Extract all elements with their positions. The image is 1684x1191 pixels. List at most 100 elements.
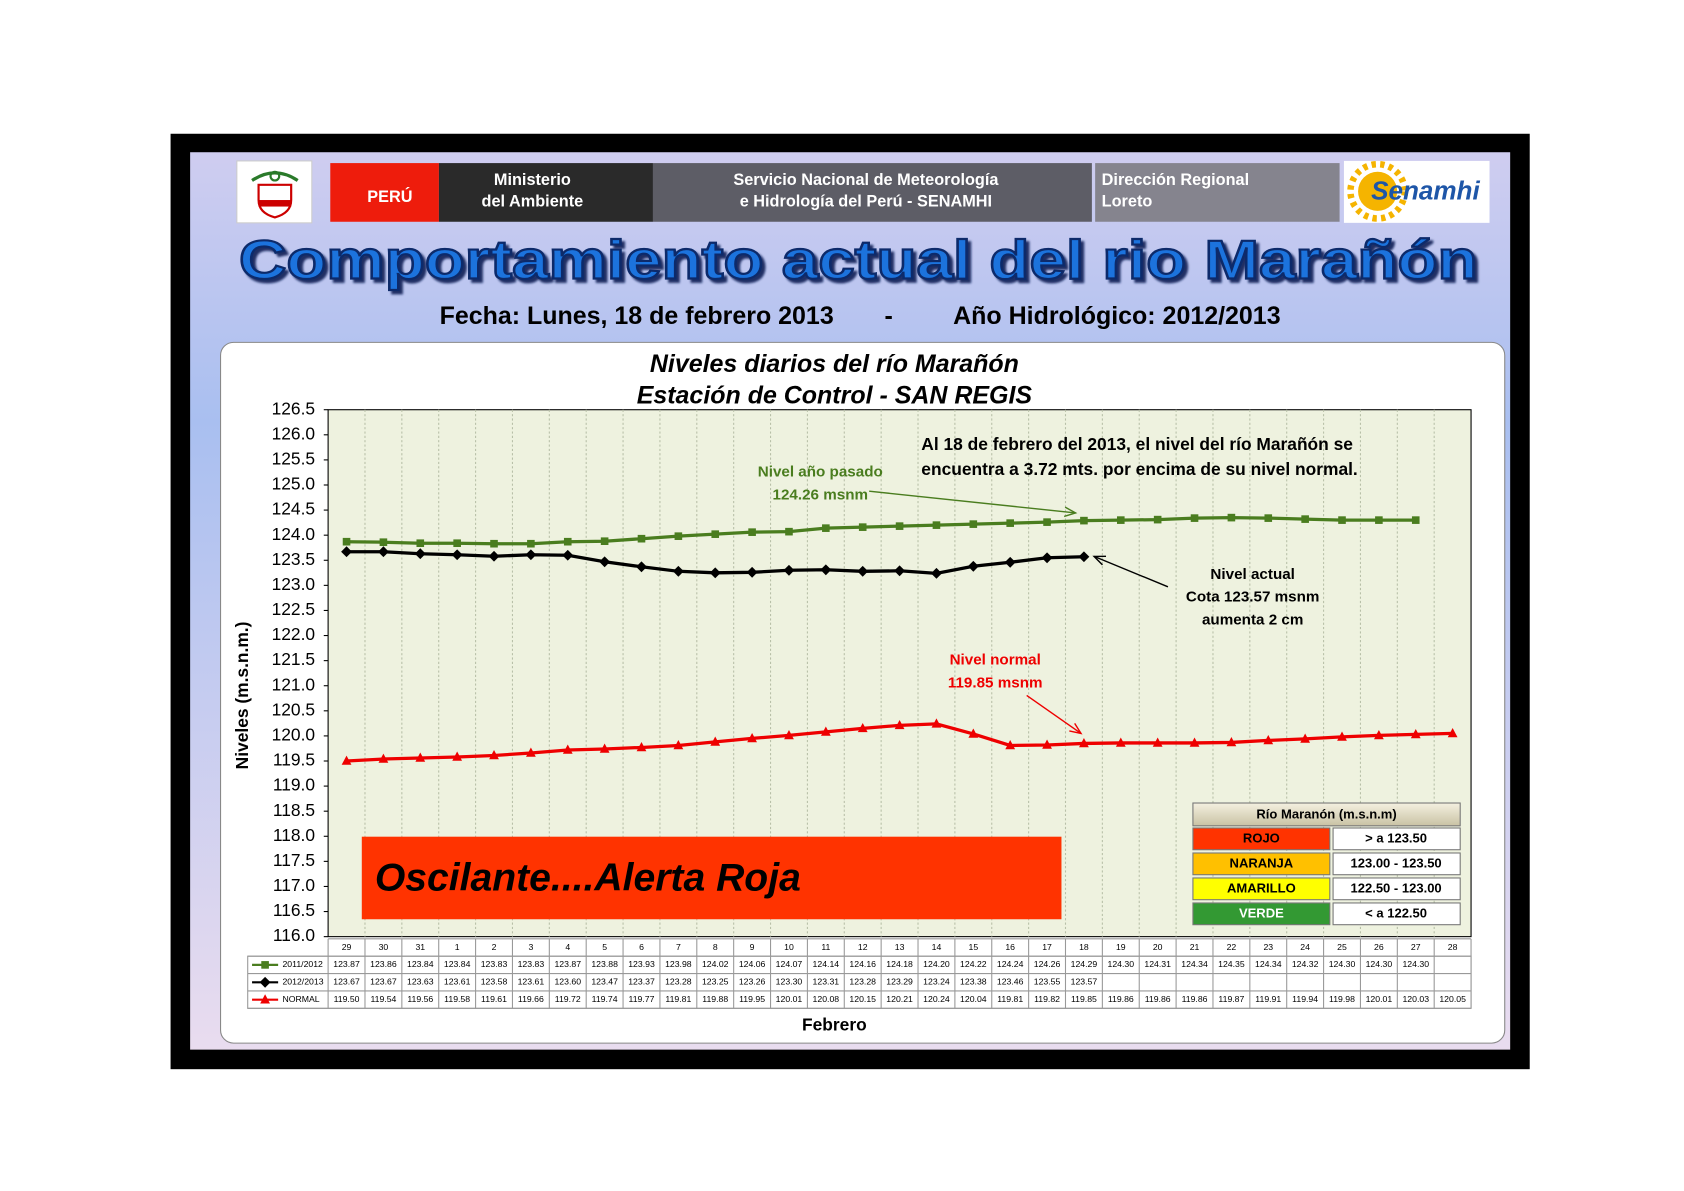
x-tick-label: 28 [1448,942,1458,952]
annotation: Nivel año pasado [758,464,883,481]
point [636,561,647,573]
table-value: 123.28 [849,977,876,987]
separator: - [885,302,893,330]
point [1337,731,1347,741]
y-tick-label: 125.0 [272,474,315,494]
x-tick-label: 24 [1300,942,1310,952]
legend-entry: NORMAL [282,994,319,1004]
table-value: 123.28 [665,977,692,987]
hydro-year: Año Hidrológico: 2012/2013 [953,302,1280,330]
table-value: 124.06 [739,959,766,969]
ministry-bar [438,163,653,222]
y-tick-label: 124.5 [272,499,315,519]
table-value: 124.34 [1255,959,1282,969]
table-value: 123.84 [444,959,471,969]
point [967,560,979,572]
table-value: 119.58 [444,994,470,1004]
table-value: 119.82 [1034,994,1060,1004]
x-tick-label: 4 [565,942,570,952]
point [416,539,425,548]
table-value: 119.72 [555,994,581,1004]
table-value: 123.30 [776,977,803,987]
table-value: 119.66 [518,994,544,1004]
y-tick-label: 119.0 [273,775,315,795]
table-value: 124.30 [1329,959,1356,969]
point [1300,733,1311,743]
table-value: 123.87 [554,959,581,969]
annotation-arrow [1093,555,1169,588]
point [1411,516,1420,524]
table-value: 119.61 [481,994,507,1004]
table-value: 124.20 [923,959,950,969]
x-tick-label: 3 [528,942,533,952]
y-tick-label: 125.5 [272,448,315,468]
point [1264,514,1273,522]
point [379,538,388,547]
table-value: 124.26 [1034,959,1061,969]
point [674,532,683,540]
point [415,752,426,762]
annotation: Al 18 de febrero del 2013, el nivel del … [921,434,1353,454]
point [453,539,461,548]
table-legend-marker [260,994,270,1004]
y-tick-label: 122.0 [272,624,315,644]
legend-entry: 2012/2013 [282,977,323,987]
table-value: 120.01 [776,994,803,1004]
table-value: 123.83 [481,959,508,969]
banner-box [361,836,1062,920]
point [820,726,831,736]
x-tick-label: 16 [1005,942,1015,952]
x-tick-label: 13 [895,942,905,952]
logo-text: Senamhi [1371,175,1480,205]
point [931,567,942,579]
table-value: 120.24 [923,994,950,1004]
point [1043,518,1051,526]
point [1004,556,1016,568]
point [600,537,609,546]
x-tick-label: 23 [1263,942,1273,952]
point [748,528,756,536]
table-value: 119.86 [1145,994,1171,1004]
x-tick-label: 1 [455,942,460,952]
chart-title: Niveles diarios del río Marañón [650,350,1019,378]
x-tick-label: 30 [379,942,389,952]
x-tick-label: 29 [342,942,352,952]
legend-range: 122.50 - 123.00 [1350,880,1441,895]
arrow-head [1063,506,1078,518]
legend-level: AMARILLO [1227,880,1296,895]
annotation-arrow [1026,694,1082,735]
regional-bar [1095,163,1340,222]
table-value: 119.95 [739,994,765,1004]
table-value: 123.24 [923,977,950,987]
y-tick-label: 126.0 [272,423,315,443]
annotation: encuentra a 3.72 mts. por encima de su n… [921,459,1357,479]
x-tick-label: 15 [968,942,978,952]
x-tick-label: 14 [932,942,942,952]
table-value: 123.26 [739,977,766,987]
table-value: 124.30 [1402,959,1429,969]
y-tick-label: 121.5 [272,649,315,669]
peru-bar [330,163,439,222]
y-tick-label: 122.5 [272,599,315,619]
point [1373,729,1384,740]
main-title: Comportamiento actual del rio Marañón [239,229,1478,290]
y-axis-label: Niveles (m.s.n.m.) [232,622,252,770]
x-tick-label: 21 [1190,942,1200,952]
x-tick-label: 2 [492,942,497,952]
ministry: Ministerio [494,171,571,189]
y-tick-label: 120.5 [272,699,315,719]
annotation: aumenta 2 cm [1202,612,1303,629]
table-value: 124.35 [1218,959,1245,969]
x-tick-label: 19 [1116,942,1126,952]
table-value: 119.74 [592,994,618,1004]
table-value: 123.63 [407,977,434,987]
table-value: 120.15 [849,994,876,1004]
arrow-head [1069,722,1083,735]
table-value: 123.87 [333,959,360,969]
legend-range-box [1332,827,1461,851]
point [599,743,610,753]
point [820,564,832,576]
x-tick-label: 5 [602,942,607,952]
banner: Oscilante....Alerta Roja [375,856,801,899]
